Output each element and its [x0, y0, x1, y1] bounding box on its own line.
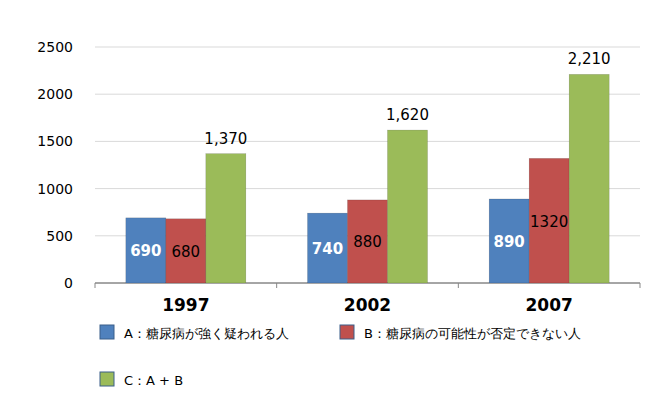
- data-label: 1,620: [386, 106, 429, 124]
- bar: [529, 158, 569, 283]
- bar: [166, 219, 206, 283]
- y-tick-label: 1500: [37, 133, 73, 149]
- legend-label: C：A + B: [124, 373, 183, 388]
- grid-line: [95, 94, 640, 95]
- x-tick: [458, 283, 459, 288]
- bar: [126, 218, 166, 283]
- bar: [308, 213, 348, 283]
- x-tick-label: 2002: [344, 295, 391, 315]
- legend-swatch: [100, 372, 114, 386]
- bar: [489, 199, 529, 283]
- y-tick-label: 0: [64, 275, 73, 291]
- data-label: 890: [494, 233, 525, 251]
- data-label: 680: [172, 243, 201, 261]
- data-label: 2,210: [568, 50, 611, 68]
- grid-line: [95, 47, 640, 48]
- x-tick: [640, 283, 641, 288]
- grid-line: [95, 141, 640, 142]
- x-tick-label: 2007: [526, 295, 573, 315]
- y-tick-label: 2500: [37, 39, 73, 55]
- bar: [348, 200, 388, 283]
- data-label: 1,370: [204, 130, 247, 148]
- data-label: 1320: [530, 213, 568, 231]
- bar: [388, 130, 428, 283]
- data-label: 880: [353, 233, 382, 251]
- legend-swatch: [340, 325, 354, 339]
- data-label: 690: [130, 242, 161, 260]
- legend-label: B：糖尿病の可能性が否定できない人: [364, 326, 581, 341]
- bar: [569, 74, 609, 283]
- bars: [126, 74, 609, 283]
- x-tick: [276, 283, 277, 288]
- legend-swatch: [100, 325, 114, 339]
- y-tick-label: 500: [46, 228, 73, 244]
- bar: [206, 154, 246, 283]
- x-tick: [95, 283, 96, 288]
- x-tick-label: 1997: [162, 295, 209, 315]
- chart: 0 500 1000 1500 2000 2500 690 740 890 680 880 1320 1…: [0, 0, 670, 397]
- y-tick-label: 1000: [37, 181, 73, 197]
- y-tick-label: 2000: [37, 86, 73, 102]
- data-label: 740: [312, 240, 343, 258]
- legend-label: A：糖尿病が強く疑われる人: [124, 326, 289, 341]
